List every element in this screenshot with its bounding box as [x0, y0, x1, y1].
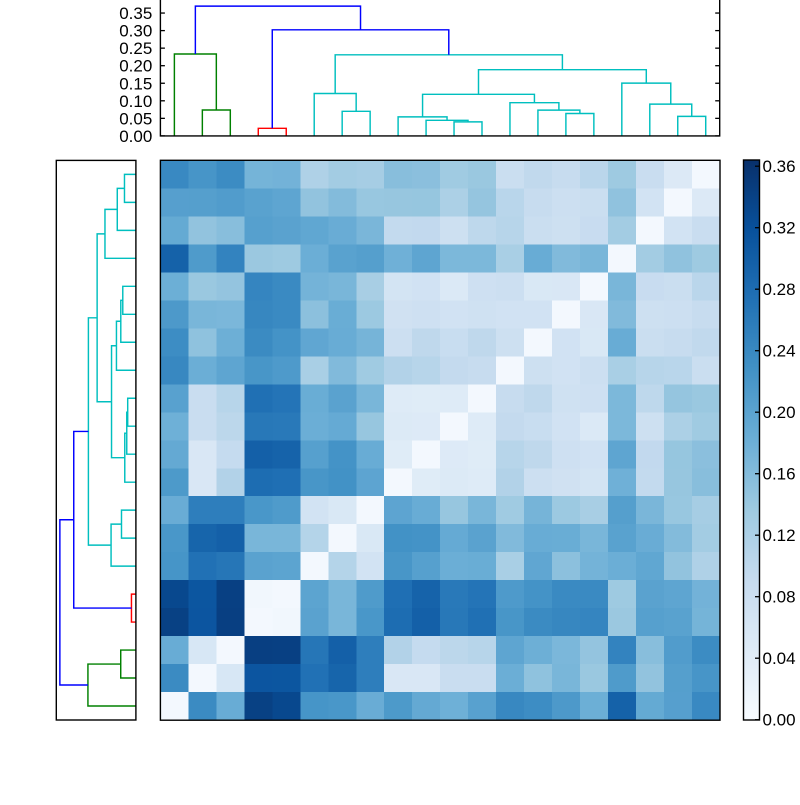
svg-text:0.30: 0.30 [119, 22, 152, 41]
svg-text:0.12: 0.12 [763, 526, 796, 545]
svg-text:0.24: 0.24 [763, 342, 796, 361]
svg-text:0.00: 0.00 [119, 127, 152, 146]
svg-text:0.20: 0.20 [763, 403, 796, 422]
svg-text:0.10: 0.10 [119, 92, 152, 111]
svg-text:0.28: 0.28 [763, 280, 796, 299]
svg-text:0.08: 0.08 [763, 588, 796, 607]
svg-text:0.20: 0.20 [119, 57, 152, 76]
svg-text:0.35: 0.35 [119, 4, 152, 23]
svg-text:0.32: 0.32 [763, 219, 796, 238]
svg-text:0.15: 0.15 [119, 74, 152, 93]
svg-text:0.36: 0.36 [763, 157, 796, 176]
svg-text:0.25: 0.25 [119, 39, 152, 58]
svg-text:0.16: 0.16 [763, 465, 796, 484]
svg-text:0.00: 0.00 [763, 711, 796, 730]
svg-text:0.04: 0.04 [763, 649, 796, 668]
svg-text:0.05: 0.05 [119, 109, 152, 128]
